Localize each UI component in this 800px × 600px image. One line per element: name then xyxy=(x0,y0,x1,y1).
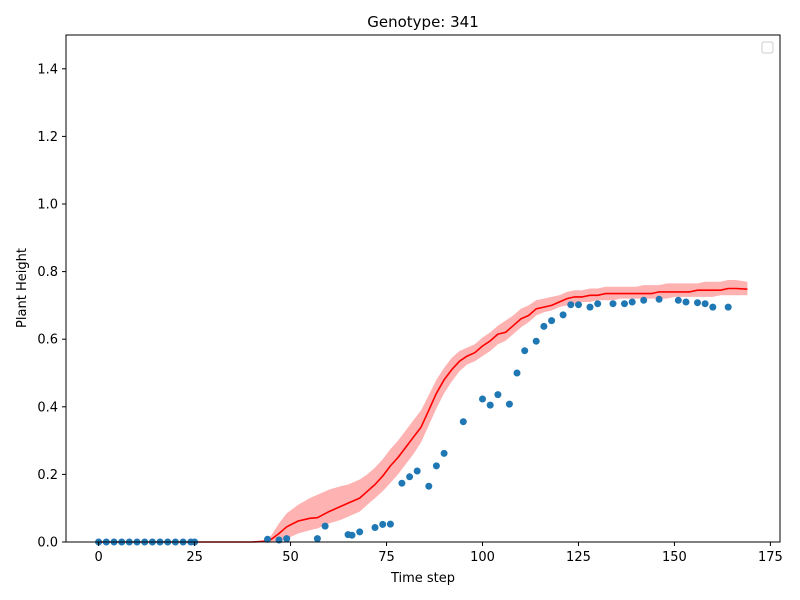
data-point xyxy=(413,467,421,475)
y-tick-label: 1.4 xyxy=(37,62,58,77)
data-point xyxy=(586,303,594,311)
x-tick-label: 50 xyxy=(282,550,299,565)
data-point xyxy=(264,535,271,543)
data-point xyxy=(521,347,529,355)
data-point xyxy=(321,522,329,530)
data-point xyxy=(682,298,690,306)
y-tick-label: 0.0 xyxy=(37,536,58,551)
data-point xyxy=(379,520,387,528)
x-tick-label: 0 xyxy=(94,550,102,565)
data-point xyxy=(348,531,356,539)
x-tick-label: 175 xyxy=(758,550,783,565)
data-point xyxy=(386,520,394,528)
data-point xyxy=(432,462,440,470)
data-point xyxy=(356,528,364,536)
data-point xyxy=(459,418,467,426)
x-axis-title: Time step xyxy=(390,571,455,586)
data-point xyxy=(655,295,663,303)
data-point xyxy=(283,535,291,543)
x-tick-label: 100 xyxy=(470,550,495,565)
y-axis-title: Plant Height xyxy=(15,248,30,328)
y-tick-label: 1.0 xyxy=(37,198,58,213)
x-tick-label: 125 xyxy=(566,550,591,565)
data-point xyxy=(494,391,502,399)
data-point xyxy=(313,535,321,543)
data-point xyxy=(440,449,448,457)
plot-frame xyxy=(65,34,781,543)
axes-layer: 0 25 50 75 100 125 150 175 0.0 0.2 0.4 0.6 0.8 1.0 1.2… xyxy=(37,34,783,565)
data-point xyxy=(609,300,617,308)
data-point xyxy=(548,317,556,325)
data-point xyxy=(621,300,628,308)
y-tick-label: 1.2 xyxy=(37,130,58,145)
data-point xyxy=(479,395,486,403)
mean-line xyxy=(98,287,748,543)
y-tick-label: 0.6 xyxy=(37,333,58,348)
confidence-band xyxy=(98,280,748,542)
y-tick-label: 0.2 xyxy=(37,468,58,483)
chart-title: Genotype: 341 xyxy=(367,13,479,31)
data-point xyxy=(398,479,406,487)
y-tick-label: 0.4 xyxy=(37,400,58,415)
data-point xyxy=(559,311,567,319)
data-point xyxy=(628,298,636,306)
x-tick-label: 25 xyxy=(186,550,203,565)
data-point xyxy=(371,524,379,531)
data-point xyxy=(540,322,548,330)
confidence-band-layer xyxy=(98,280,748,542)
data-point xyxy=(694,299,701,307)
x-tick-label: 150 xyxy=(662,550,687,565)
data-point xyxy=(594,300,602,308)
data-point xyxy=(724,303,732,311)
x-tick-label: 75 xyxy=(378,550,395,565)
data-point xyxy=(709,303,717,311)
data-point xyxy=(532,337,540,345)
data-point xyxy=(406,473,414,481)
data-point xyxy=(567,301,575,309)
data-point xyxy=(640,296,648,304)
legend-box xyxy=(761,41,774,54)
data-point xyxy=(701,300,709,308)
data-point xyxy=(513,369,521,377)
data-point xyxy=(575,301,582,309)
data-point xyxy=(674,296,682,304)
mean-line-layer xyxy=(98,287,748,543)
data-point xyxy=(505,400,513,408)
data-point xyxy=(486,401,494,409)
y-tick-label: 0.8 xyxy=(37,265,58,280)
data-point xyxy=(425,482,433,490)
